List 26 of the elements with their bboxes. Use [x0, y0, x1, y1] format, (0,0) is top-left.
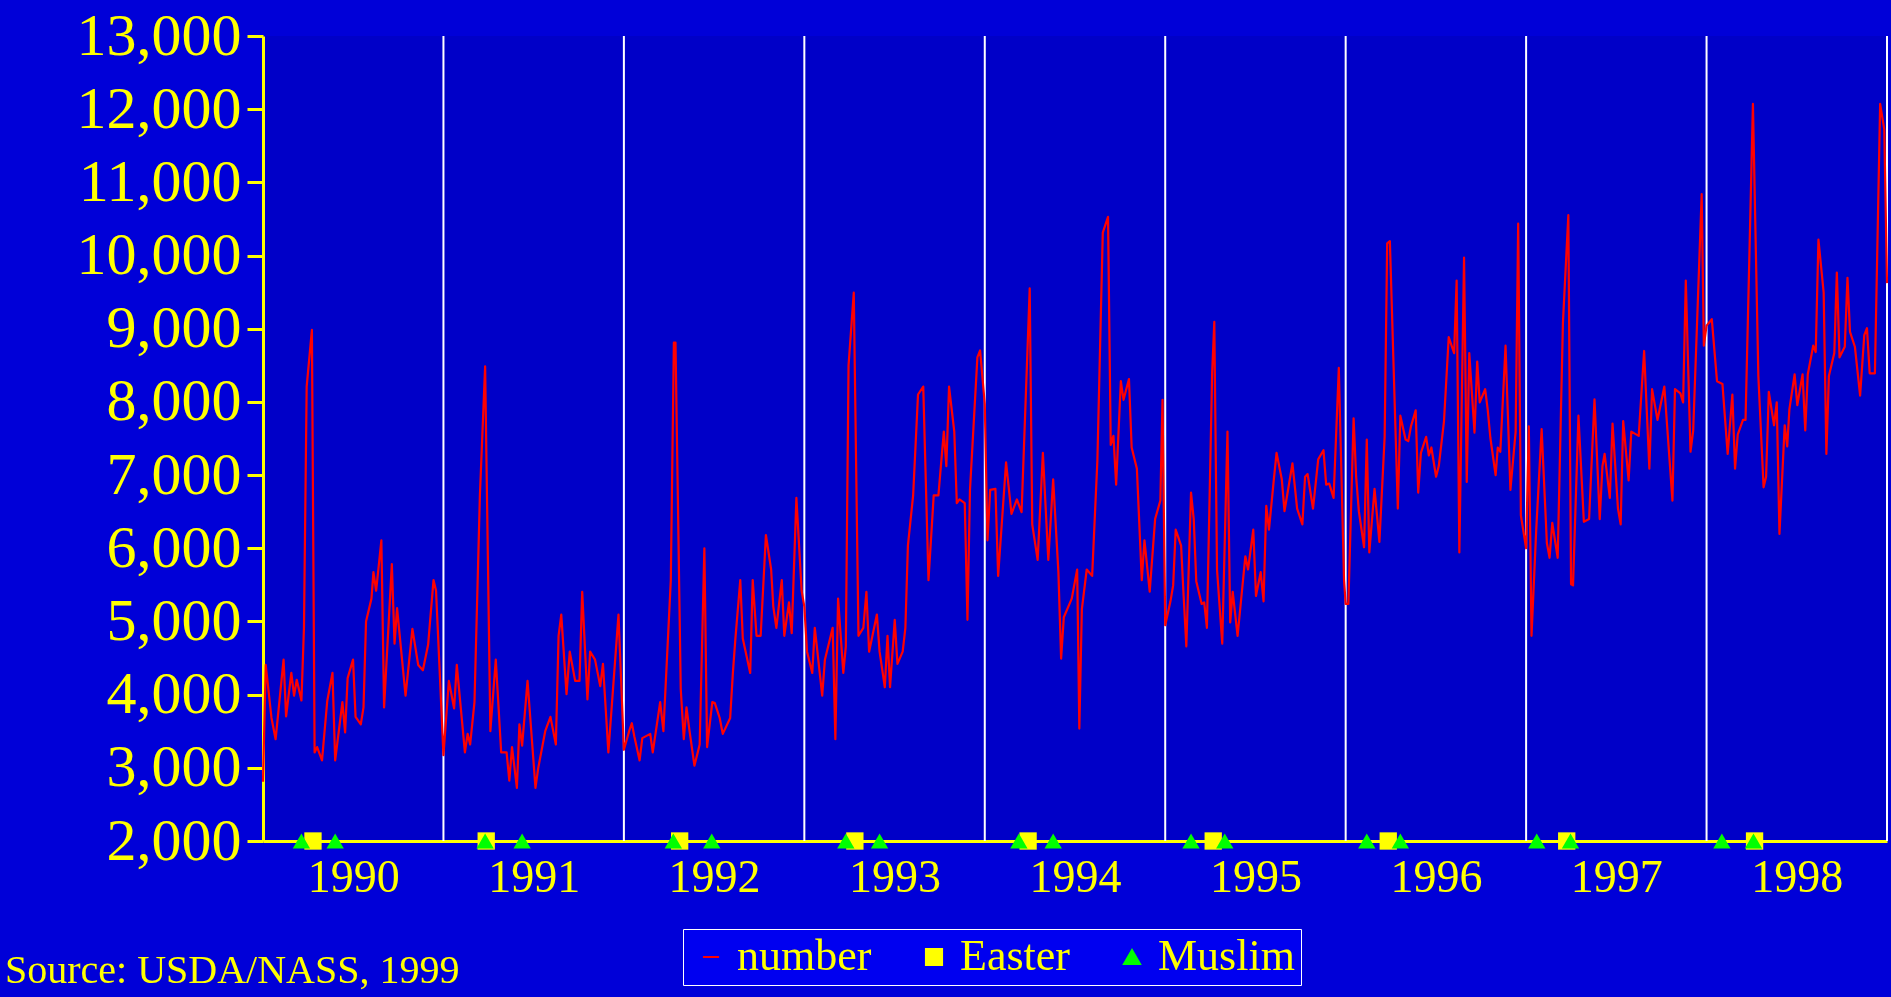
y-tick-label: 9,000 [106, 294, 242, 361]
y-tick-label: 3,000 [106, 733, 242, 800]
legend-label: Muslim [1158, 931, 1295, 980]
y-tick-label: 7,000 [106, 440, 242, 507]
source-note: Source: USDA/NASS, 1999 [5, 947, 460, 992]
legend-label: Easter [960, 931, 1071, 980]
legend-label: number [737, 931, 872, 980]
y-tick-label: 11,000 [78, 147, 242, 214]
y-tick-label: 4,000 [106, 660, 242, 727]
y-tick-label: 6,000 [106, 513, 242, 580]
y-tick-label: 5,000 [106, 586, 242, 653]
x-tick-label: 1990 [307, 850, 400, 902]
x-tick-label: 1996 [1390, 850, 1483, 902]
x-tick-label: 1991 [488, 850, 581, 902]
x-tick-label: 1997 [1570, 850, 1663, 902]
y-tick-label: 2,000 [106, 806, 242, 873]
y-tick-label: 10,000 [76, 221, 242, 288]
y-tick-label: 13,000 [76, 1, 242, 68]
x-tick-label: 1998 [1751, 850, 1844, 902]
line-series [261, 102, 1889, 790]
x-tick-label: 1992 [668, 850, 761, 902]
x-tick-label: 1995 [1209, 850, 1302, 902]
y-tick-label: 12,000 [76, 74, 242, 141]
x-tick-label: 1993 [849, 850, 942, 902]
x-tick-label: 1994 [1029, 850, 1122, 902]
y-tick-label: 8,000 [106, 367, 242, 434]
